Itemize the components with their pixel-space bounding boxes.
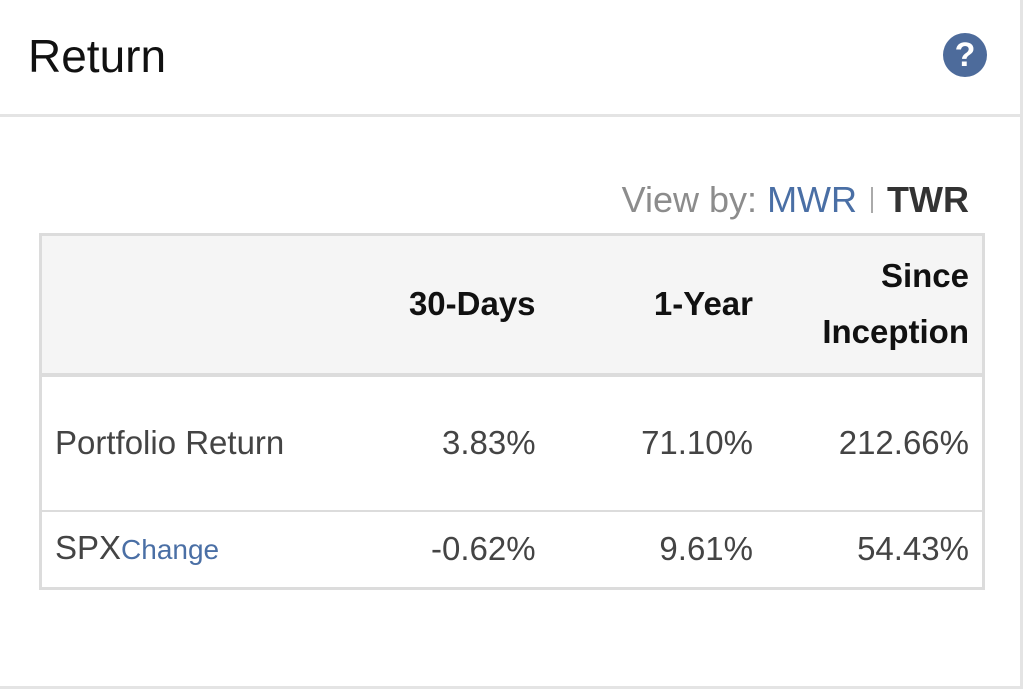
- row-label: Portfolio Return: [55, 424, 285, 461]
- cell: 3.83%: [441, 424, 536, 461]
- view-option[interactable]: MWR: [767, 179, 858, 220]
- help-icon[interactable]: ?: [943, 33, 987, 77]
- column-header: Since Inception: [822, 257, 969, 351]
- column-header: 1-Year: [653, 285, 753, 323]
- cell: 212.66%: [838, 424, 969, 461]
- view-option[interactable]: TWR: [887, 179, 969, 220]
- row-label-cell: SPXChange: [41, 511, 309, 589]
- row-label: SPX: [55, 529, 122, 567]
- empty-header: [41, 235, 309, 375]
- card-header: Return ?: [0, 0, 1020, 117]
- cell: -0.62%: [430, 530, 536, 568]
- cell: 54.43%: [857, 530, 969, 568]
- cell: 9.61%: [659, 530, 753, 568]
- card-title: Return: [28, 30, 167, 82]
- table-row: SPXChange -0.62% 9.61% 54.43%: [41, 511, 984, 589]
- cell: 71.10%: [641, 424, 753, 461]
- column-header: 30-Days: [408, 285, 536, 323]
- view-by: View by: MWR TWR: [622, 180, 969, 220]
- change-link[interactable]: Change: [121, 534, 220, 566]
- header-row: 30-Days 1-Year Since Inception: [40, 234, 984, 375]
- separator: [871, 187, 874, 213]
- view-by-label: View by:: [621, 179, 758, 220]
- table-row: Portfolio Return 3.83% 71.10% 212.66%: [40, 375, 984, 511]
- returns-table: 30-Days 1-Year Since Inception Portfolio…: [39, 233, 985, 590]
